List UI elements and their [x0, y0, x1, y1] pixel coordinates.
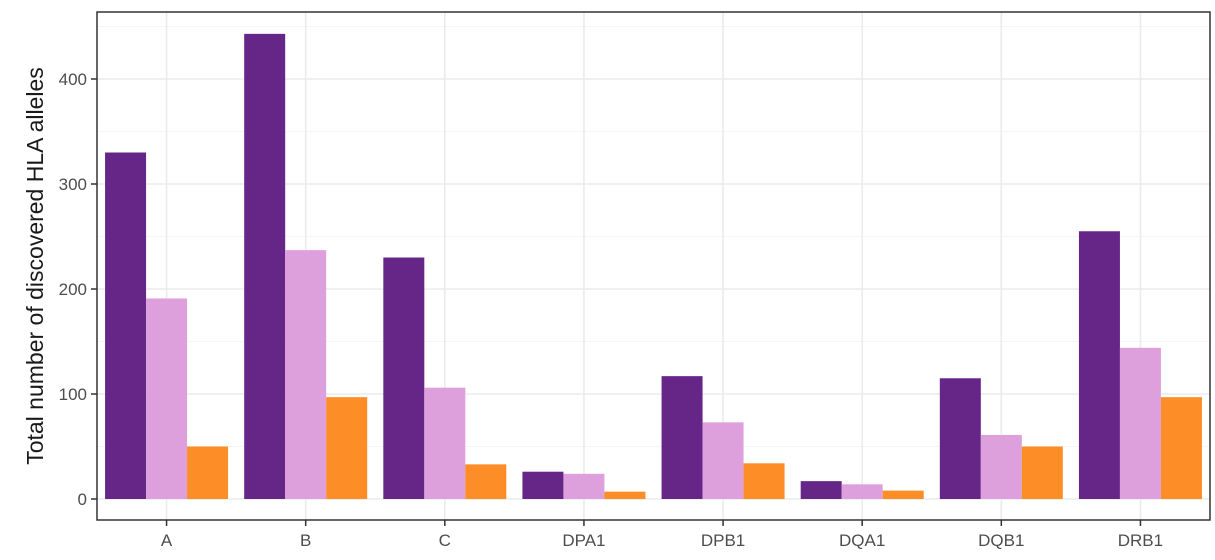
bar-drb1-series-3 — [1160, 397, 1202, 499]
bar-dqb1-series-3 — [1021, 446, 1063, 499]
bar-dqa1-series-3 — [882, 490, 924, 499]
y-tick-label: 200 — [59, 280, 87, 299]
bar-dqa1-series-1 — [800, 481, 842, 499]
x-tick-label: B — [300, 531, 311, 550]
bar-a-series-1 — [105, 152, 147, 499]
bar-drb1-series-2 — [1119, 347, 1161, 499]
bar-b-series-3 — [326, 397, 368, 499]
bar-c-series-2 — [424, 387, 466, 499]
axis-layer: 0 100 200 300 400 A B C DPA1 DPB1 DQA1 DQB1 DRB1 — [59, 70, 1163, 550]
bar-dqb1-series-1 — [939, 378, 981, 499]
x-tick-label: A — [161, 531, 173, 550]
bar-b-series-2 — [285, 250, 327, 499]
bar-dpa1-series-1 — [522, 471, 564, 499]
x-tick-label: DQB1 — [978, 531, 1024, 550]
y-tick-label: 300 — [59, 175, 87, 194]
y-tick-label: 0 — [78, 490, 87, 509]
x-tick-label: DPA1 — [562, 531, 605, 550]
bar-dpb1-series-3 — [743, 463, 785, 499]
bar-dpa1-series-3 — [604, 491, 646, 499]
bar-dqa1-series-2 — [841, 484, 883, 499]
bar-c-series-3 — [465, 464, 507, 499]
bar-dpa1-series-2 — [563, 473, 605, 499]
x-tick-label: DPB1 — [701, 531, 745, 550]
panel-border — [96, 11, 1211, 521]
bars-layer — [105, 33, 1202, 499]
x-tick-label: DRB1 — [1118, 531, 1163, 550]
bar-b-series-1 — [244, 33, 286, 499]
bar-drb1-series-1 — [1078, 231, 1120, 499]
bar-dpb1-series-1 — [661, 376, 703, 499]
bar-a-series-3 — [187, 446, 229, 499]
x-tick-label: C — [439, 531, 451, 550]
bar-dqb1-series-2 — [980, 434, 1022, 499]
x-tick-label: DQA1 — [839, 531, 885, 550]
y-tick-label: 100 — [59, 385, 87, 404]
bar-c-series-1 — [383, 257, 425, 499]
bar-a-series-2 — [146, 298, 188, 499]
bar-dpb1-series-2 — [702, 422, 744, 499]
y-tick-label: 400 — [59, 70, 87, 89]
y-axis-title: Total number of discovered HLA alleles — [22, 67, 48, 465]
